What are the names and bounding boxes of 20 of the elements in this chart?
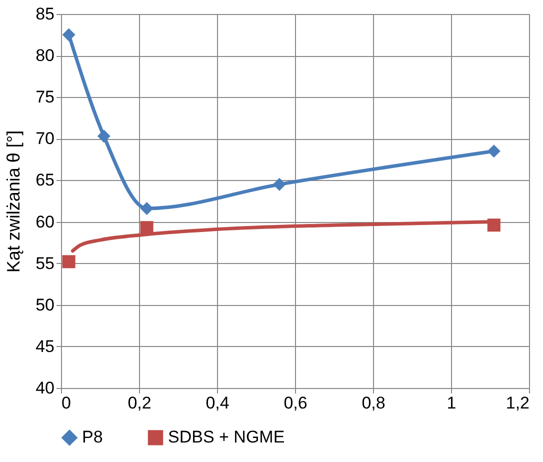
x-tick-label: 1 (446, 394, 456, 412)
y-tick-label: 75 (36, 88, 54, 107)
legend-label: SDBS + NGME (168, 428, 285, 447)
x-tick-label: 1,2 (506, 394, 530, 412)
x-tick-label: 0,8 (362, 394, 386, 412)
y-tick-label: 55 (36, 254, 54, 273)
y-tick-label: 45 (36, 336, 54, 356)
x-tick-label: 0,6 (284, 394, 308, 412)
y-tick-label: 65 (36, 170, 54, 190)
x-tick-label: 0,2 (128, 394, 152, 412)
y-tick-label: 70 (36, 129, 54, 148)
x-tick-label: 0,4 (206, 394, 230, 412)
x-tick-label: 0 (62, 394, 71, 412)
y-tick-label: 50 (36, 295, 54, 314)
y-axis-title: Kąt zwilżania θ [°] (4, 130, 24, 273)
y-tick-label: 80 (36, 46, 54, 66)
y-tick-label: 40 (36, 378, 54, 398)
y-tick-label: 60 (36, 212, 54, 232)
legend-label: P8 (82, 428, 103, 447)
y-tick-label: 85 (36, 4, 54, 24)
